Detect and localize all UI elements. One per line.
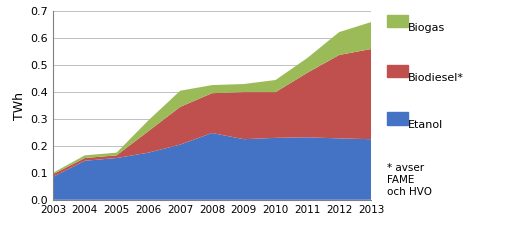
- Text: Etanol: Etanol: [408, 120, 444, 130]
- Text: Biodiesel*: Biodiesel*: [408, 73, 464, 83]
- Text: * avser
FAME
och HVO: * avser FAME och HVO: [387, 163, 432, 197]
- Y-axis label: TWh: TWh: [13, 91, 26, 120]
- Text: Biogas: Biogas: [408, 23, 445, 33]
